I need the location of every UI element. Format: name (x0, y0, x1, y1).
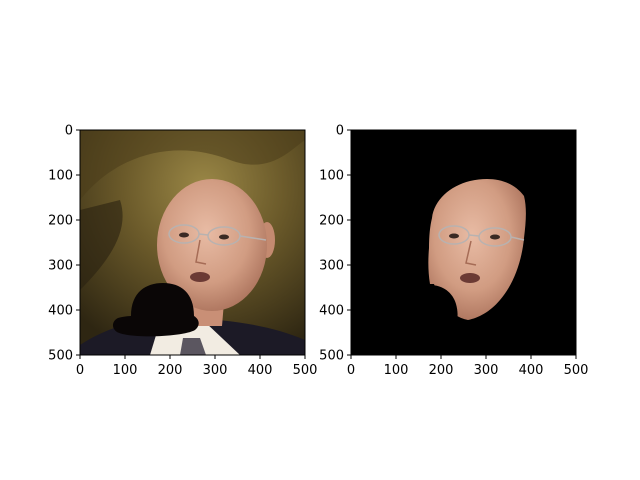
left-x-tick-label: 200 (158, 363, 183, 378)
right-eye-2 (490, 234, 500, 240)
left-x-tick-label: 0 (76, 363, 84, 378)
right-x-tick-label: 300 (474, 363, 499, 378)
right-occlusion (420, 284, 458, 336)
right-eye-1 (449, 233, 459, 239)
right-x-tick-label: 200 (429, 363, 454, 378)
left-head (157, 179, 267, 311)
left-glasses-bridge (198, 233, 209, 236)
right-y-tick-label: 400 (319, 304, 344, 319)
left-nose (195, 239, 207, 265)
left-x-ticks: 0 100 200 300 400 500 (76, 355, 318, 378)
left-y-tick-label: 0 (65, 124, 73, 139)
right-image-panel: 0 100 200 300 400 500 0 100 200 300 400 500 (319, 124, 588, 379)
left-y-tick-label: 200 (48, 214, 73, 229)
left-x-tick-label: 100 (113, 363, 138, 378)
left-eye-1 (179, 232, 189, 238)
left-background-swirl-2 (80, 200, 123, 290)
right-glasses-arm (510, 236, 525, 241)
right-glasses-bridge (468, 234, 480, 237)
left-x-tick-label: 300 (203, 363, 228, 378)
right-y-tick-label: 500 (319, 349, 344, 364)
right-y-tick-label: 300 (319, 259, 344, 274)
right-y-tick-label: 0 (336, 124, 344, 139)
left-x-tick-label: 500 (293, 363, 318, 378)
right-x-tick-label: 100 (384, 363, 409, 378)
right-y-ticks: 0 100 200 300 400 500 (319, 124, 351, 364)
right-x-tick-label: 400 (519, 363, 544, 378)
right-segmented-face (428, 178, 526, 320)
left-tie (180, 338, 206, 355)
left-eye-2 (219, 234, 229, 240)
right-axes-frame (350, 129, 577, 356)
right-x-tick-label: 500 (564, 363, 589, 378)
left-y-tick-label: 100 (48, 169, 73, 184)
left-image-panel: 0 100 200 300 400 500 0 100 200 300 400 500 (48, 124, 317, 379)
right-y-tick-label: 200 (319, 214, 344, 229)
right-mouth (460, 273, 480, 283)
right-x-tick-label: 0 (347, 363, 355, 378)
left-axes-frame (79, 129, 306, 356)
left-glasses-arm (239, 235, 267, 241)
left-y-ticks: 0 100 200 300 400 500 (48, 124, 80, 364)
left-hat (112, 283, 199, 337)
left-x-tick-label: 400 (248, 363, 273, 378)
left-background-swirl (80, 130, 305, 200)
left-y-tick-label: 400 (48, 304, 73, 319)
left-y-tick-label: 300 (48, 259, 73, 274)
right-y-tick-label: 100 (319, 169, 344, 184)
left-mouth (190, 272, 210, 282)
right-x-ticks: 0 100 200 300 400 500 (347, 355, 589, 378)
right-nose (465, 240, 477, 266)
left-y-tick-label: 500 (48, 349, 73, 364)
